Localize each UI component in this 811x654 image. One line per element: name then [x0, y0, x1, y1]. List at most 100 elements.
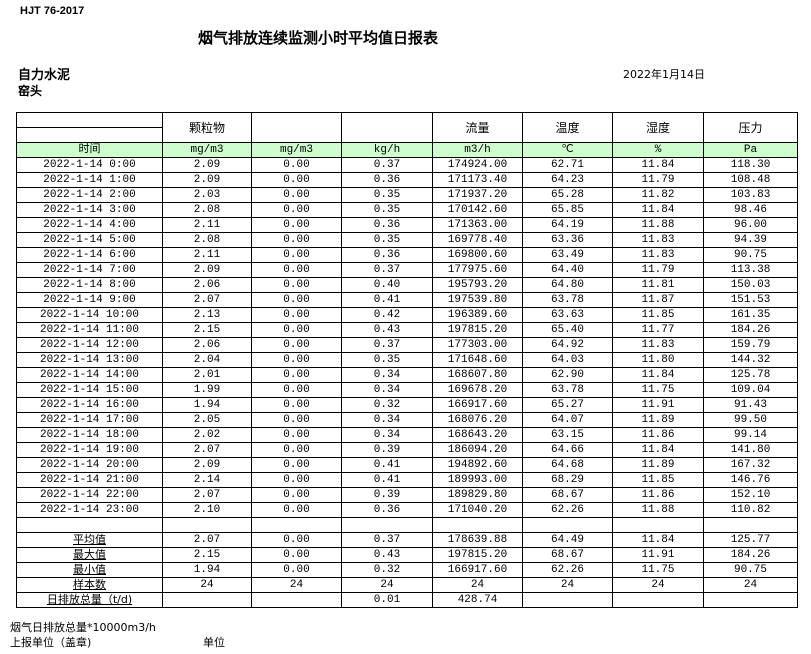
value-cell: 0.40 — [341, 277, 433, 293]
value-cell: 2.11 — [162, 247, 252, 263]
summary-value: 428.74 — [432, 592, 523, 608]
value-cell: 197539.80 — [432, 292, 523, 308]
summary-value: 166917.60 — [432, 562, 523, 578]
summary-value: 197815.20 — [432, 547, 523, 563]
value-cell: 150.03 — [703, 277, 798, 293]
standard-code: HJT 76-2017 — [20, 5, 85, 17]
value-cell: 161.35 — [703, 307, 798, 323]
value-cell: 63.36 — [522, 232, 613, 248]
summary-value: 24 — [522, 577, 613, 593]
value-cell: 99.14 — [703, 427, 798, 443]
summary-value: 24 — [341, 577, 433, 593]
value-cell: 0.00 — [251, 397, 342, 413]
time-cell: 2022-1-14 10:00 — [16, 307, 163, 323]
value-cell: 11.85 — [612, 307, 704, 323]
summary-value: 24 — [162, 577, 252, 593]
table-row: 2022-1-14 1:00 2.09 0.00 0.36 171173.40 64.23… — [16, 172, 798, 188]
value-cell: 0.37 — [341, 157, 433, 173]
column-header — [16, 112, 163, 143]
value-cell: 0.41 — [341, 457, 433, 473]
column-header: 湿度 — [612, 112, 704, 143]
value-cell: 96.00 — [703, 217, 798, 233]
value-cell: 189829.80 — [432, 487, 523, 503]
unit-cell: % — [612, 142, 704, 158]
value-cell: 169778.40 — [432, 232, 523, 248]
value-cell: 177303.00 — [432, 337, 523, 353]
value-cell: 11.77 — [612, 322, 704, 338]
value-cell: 68.29 — [522, 472, 613, 488]
summary-value: 0.43 — [341, 547, 433, 563]
time-cell: 2022-1-14 14:00 — [16, 367, 163, 383]
value-cell: 11.83 — [612, 337, 704, 353]
table-row: 2022-1-14 8:00 2.06 0.00 0.40 195793.20 64.80… — [16, 277, 798, 293]
value-cell: 189993.00 — [432, 472, 523, 488]
value-cell: 0.00 — [251, 217, 342, 233]
column-header: 温度 — [522, 112, 613, 143]
table-row: 2022-1-14 5:00 2.08 0.00 0.35 169778.40 63.36… — [16, 232, 798, 248]
value-cell: 0.00 — [251, 247, 342, 263]
summary-label: 平均值 — [16, 532, 163, 548]
summary-value — [251, 592, 342, 608]
value-cell: 64.66 — [522, 442, 613, 458]
value-cell: 64.80 — [522, 277, 613, 293]
value-cell: 62.90 — [522, 367, 613, 383]
value-cell: 110.82 — [703, 502, 798, 518]
value-cell: 11.84 — [612, 157, 704, 173]
value-cell: 0.00 — [251, 277, 342, 293]
value-cell: 0.00 — [251, 487, 342, 503]
value-cell: 63.49 — [522, 247, 613, 263]
value-cell: 62.71 — [522, 157, 613, 173]
value-cell: 2.08 — [162, 202, 252, 218]
value-cell: 11.81 — [612, 277, 704, 293]
value-cell: 2.03 — [162, 187, 252, 203]
summary-row: 日排放总量（t/d) 0.01 428.74 — [16, 592, 798, 608]
time-cell: 2022-1-14 4:00 — [16, 217, 163, 233]
value-cell: 0.36 — [341, 247, 433, 263]
value-cell: 0.00 — [251, 307, 342, 323]
time-cell: 2022-1-14 22:00 — [16, 487, 163, 503]
summary-row: 最小值 1.94 0.00 0.32 166917.60 62.26 11.75 90.75 — [16, 562, 798, 578]
summary-label: 最小值 — [16, 562, 163, 578]
summary-row: 最大值 2.15 0.00 0.43 197815.20 68.67 11.91 184.26 — [16, 547, 798, 563]
value-cell: 11.85 — [612, 472, 704, 488]
value-cell: 94.39 — [703, 232, 798, 248]
value-cell: 171937.20 — [432, 187, 523, 203]
table-row: 2022-1-14 14:00 2.01 0.00 0.34 168607.80 62.9… — [16, 367, 798, 383]
company-name: 自力水泥 — [18, 68, 71, 83]
value-cell: 2.11 — [162, 217, 252, 233]
summary-label: 日排放总量（t/d) — [16, 592, 163, 608]
value-cell: 0.00 — [251, 172, 342, 188]
value-cell: 64.40 — [522, 262, 613, 278]
value-cell: 11.91 — [612, 397, 704, 413]
value-cell: 168643.20 — [432, 427, 523, 443]
report-table: 颗粒物 流量 温度 湿度 压力 时间 mg/m3 mg/m3 kg/h m3/h ℃% Pa 2022-… — [16, 112, 798, 608]
table-row: 2022-1-14 9:00 2.07 0.00 0.41 197539.80 63.78… — [16, 292, 798, 308]
value-cell: 91.43 — [703, 397, 798, 413]
value-cell: 0.36 — [341, 172, 433, 188]
blank-row — [16, 517, 798, 533]
value-cell: 151.53 — [703, 292, 798, 308]
time-cell: 2022-1-14 5:00 — [16, 232, 163, 248]
value-cell: 159.79 — [703, 337, 798, 353]
table-row: 2022-1-14 7:00 2.09 0.00 0.37 177975.60 64.40… — [16, 262, 798, 278]
value-cell: 0.00 — [251, 412, 342, 428]
value-cell: 64.23 — [522, 172, 613, 188]
value-cell: 0.00 — [251, 292, 342, 308]
value-cell: 11.83 — [612, 232, 704, 248]
value-cell: 166917.60 — [432, 397, 523, 413]
empty-cell — [341, 517, 433, 533]
value-cell: 0.37 — [341, 337, 433, 353]
value-cell: 146.76 — [703, 472, 798, 488]
value-cell: 11.84 — [612, 202, 704, 218]
value-cell: 0.43 — [341, 322, 433, 338]
value-cell: 64.92 — [522, 337, 613, 353]
value-cell: 2.07 — [162, 442, 252, 458]
value-cell: 118.30 — [703, 157, 798, 173]
value-cell: 2.13 — [162, 307, 252, 323]
time-cell: 2022-1-14 6:00 — [16, 247, 163, 263]
value-cell: 2.09 — [162, 172, 252, 188]
time-cell: 2022-1-14 12:00 — [16, 337, 163, 353]
value-cell: 141.80 — [703, 442, 798, 458]
value-cell: 171648.60 — [432, 352, 523, 368]
summary-label: 最大值 — [16, 547, 163, 563]
